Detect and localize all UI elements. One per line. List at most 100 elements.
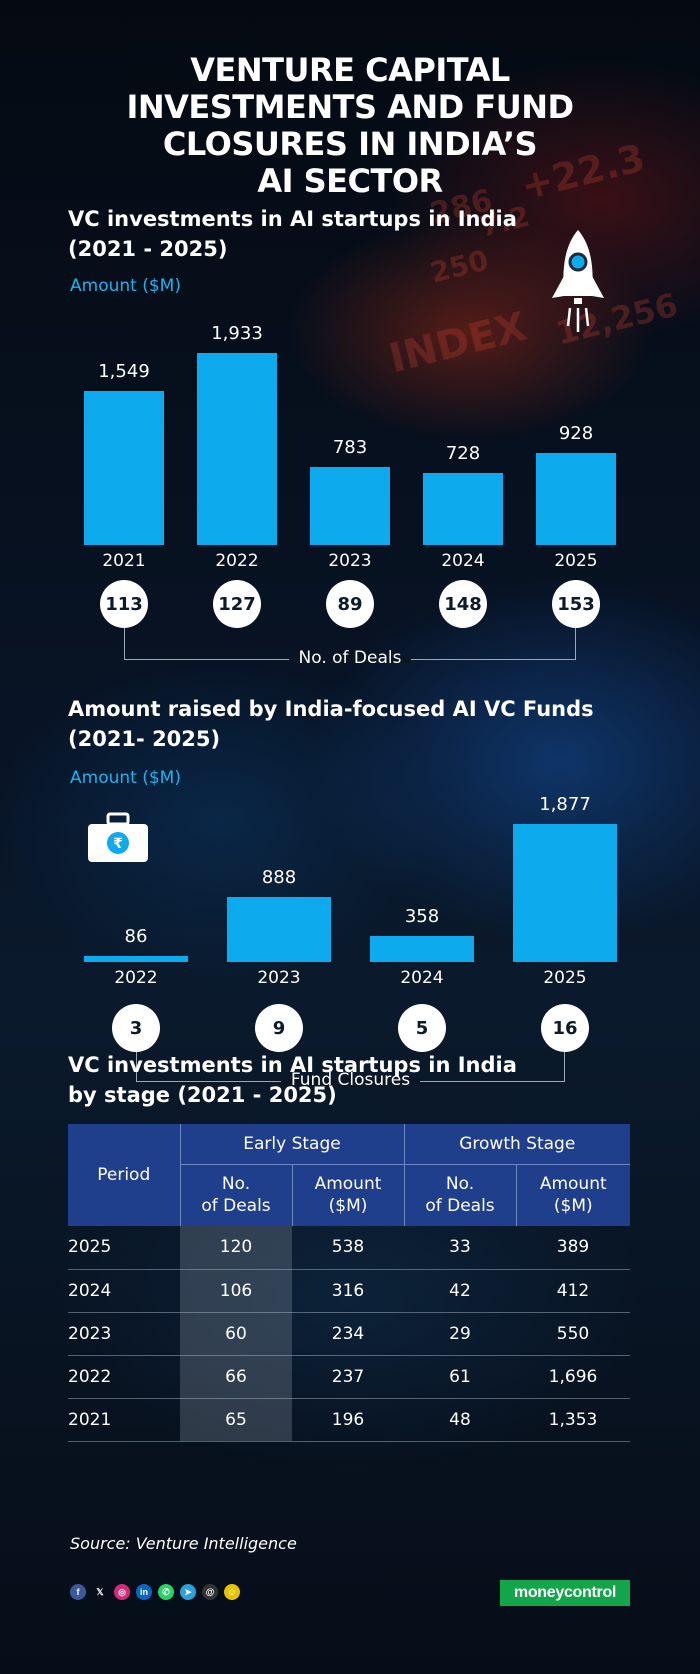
source-note: Source: Venture Intelligence xyxy=(70,1534,297,1553)
bar-value-label: 928 xyxy=(558,422,594,444)
table-cell: 42 xyxy=(404,1269,516,1313)
chart1-title-line: (2021 - 2025) xyxy=(68,237,228,261)
category-label: 2022 xyxy=(215,551,259,571)
table-cell: 550 xyxy=(516,1312,630,1356)
table-cell: 120 xyxy=(180,1226,292,1270)
table-subheader-line: No. xyxy=(445,1174,475,1195)
table-cell: 33 xyxy=(404,1226,516,1270)
table-row: 2023 60 234 29 550 xyxy=(68,1312,630,1356)
table-cell: 106 xyxy=(180,1269,292,1313)
bar-value-label: 86 xyxy=(124,925,148,947)
bar-value-label: 1,933 xyxy=(211,323,263,344)
threads-icon[interactable]: @ xyxy=(202,1584,218,1600)
table-subheader: Amount ($M) xyxy=(515,1163,630,1226)
table-cell: 389 xyxy=(516,1226,630,1270)
snapchat-icon[interactable]: ☺ xyxy=(224,1584,240,1600)
table-cell: 66 xyxy=(180,1355,292,1399)
main-title-line: AI SECTOR xyxy=(257,162,443,200)
bar xyxy=(197,353,277,545)
table-cell: 48 xyxy=(404,1398,516,1442)
bar-value-label: 783 xyxy=(332,437,368,459)
chart1-title: VC investments in AI startups in India (… xyxy=(68,204,517,264)
whatsapp-icon[interactable]: ✆ xyxy=(158,1584,174,1600)
main-title-line: CLOSURES IN INDIA’S xyxy=(162,125,538,163)
table-cell: 316 xyxy=(292,1269,404,1313)
count-badge: 89 xyxy=(326,580,374,628)
table-cell: 1,353 xyxy=(516,1398,630,1442)
main-title-line: VENTURE CAPITAL xyxy=(190,51,510,89)
bar xyxy=(513,824,617,962)
table-subheader-line: ($M) xyxy=(328,1196,368,1217)
table-subheader-line: ($M) xyxy=(553,1196,593,1217)
table-title: VC investments in AI startups in India b… xyxy=(68,1050,517,1110)
rocket-icon xyxy=(552,230,604,332)
table-header-early-stage: Early Stage xyxy=(179,1124,404,1164)
x-icon[interactable]: 𝕏 xyxy=(96,1586,104,1597)
table-header-period: Period xyxy=(68,1124,180,1226)
chart2-ylabel: Amount ($M) xyxy=(70,768,181,788)
table-row: 2025 120 538 33 389 xyxy=(68,1226,630,1270)
bar xyxy=(310,467,390,545)
table-subheader-line: Amount xyxy=(314,1174,382,1195)
bar-value-label: 1,877 xyxy=(539,794,591,815)
table-cell: 237 xyxy=(292,1355,404,1399)
count-badge: 9 xyxy=(255,1004,303,1052)
table-title-line: VC investments in AI startups in India xyxy=(68,1053,517,1077)
table-cell: 29 xyxy=(404,1312,516,1356)
bar-value-label: 888 xyxy=(261,866,297,888)
count-badge: 16 xyxy=(541,1004,589,1052)
counts-label: Fund Closures xyxy=(290,1070,411,1090)
telegram-icon[interactable]: ➤ xyxy=(180,1584,196,1600)
table-cell-period: 2022 xyxy=(68,1355,180,1399)
counts-bracket-gap xyxy=(280,1079,421,1085)
bar xyxy=(84,391,164,545)
bar xyxy=(227,896,331,962)
chart1-ylabel: Amount ($M) xyxy=(70,276,181,296)
count-badge: 153 xyxy=(552,580,600,628)
instagram-icon[interactable]: ◎ xyxy=(114,1584,130,1600)
table-cell-period: 2025 xyxy=(68,1226,180,1270)
main-title: VENTURE CAPITAL INVESTMENTS AND FUND CLO… xyxy=(0,52,700,200)
category-label: 2025 xyxy=(543,968,587,988)
table-subheader: Amount ($M) xyxy=(291,1163,404,1226)
table-cell: 196 xyxy=(292,1398,404,1442)
counts-label: No. of Deals xyxy=(298,648,402,668)
facebook-icon[interactable]: f xyxy=(70,1584,86,1600)
count-badge: 127 xyxy=(213,580,261,628)
bar-value-label: 358 xyxy=(404,905,440,927)
table-subheader: No. of Deals xyxy=(403,1163,516,1226)
brand-logo[interactable]: moneycontrol xyxy=(500,1580,630,1606)
table-cell: 1,696 xyxy=(516,1355,630,1399)
chart1-title-line: VC investments in AI startups in India xyxy=(68,207,517,231)
table-cell: 234 xyxy=(292,1312,404,1356)
table-cell-period: 2021 xyxy=(68,1398,180,1442)
table-row: 2021 65 196 48 1,353 xyxy=(68,1398,630,1442)
table-header-growth-stage: Growth Stage xyxy=(403,1124,630,1164)
bar xyxy=(370,935,474,962)
table-row: 2022 66 237 61 1,696 xyxy=(68,1355,630,1399)
chart2-title: Amount raised by India-focused AI VC Fun… xyxy=(68,694,594,754)
bar xyxy=(84,955,188,962)
category-label: 2023 xyxy=(257,968,301,988)
category-label: 2021 xyxy=(102,551,146,571)
table-cell: 61 xyxy=(404,1355,516,1399)
category-label: 2023 xyxy=(328,551,372,571)
category-label: 2022 xyxy=(114,968,158,988)
bar-value-label: 728 xyxy=(445,442,481,464)
counts-bracket-gap xyxy=(288,657,412,663)
category-label: 2024 xyxy=(400,968,444,988)
linkedin-icon[interactable]: in xyxy=(136,1584,152,1600)
main-title-line: INVESTMENTS AND FUND xyxy=(126,88,574,126)
table-cell: 60 xyxy=(180,1312,292,1356)
table-cell-period: 2024 xyxy=(68,1269,180,1313)
bar xyxy=(536,452,616,545)
count-badge: 113 xyxy=(100,580,148,628)
count-badge: 148 xyxy=(439,580,487,628)
chart2-title-line: Amount raised by India-focused AI VC Fun… xyxy=(68,697,594,721)
count-badge: 5 xyxy=(398,1004,446,1052)
table-cell: 412 xyxy=(516,1269,630,1313)
bar-value-label: 1,549 xyxy=(98,361,150,383)
table-title-line: by stage (2021 - 2025) xyxy=(68,1083,337,1107)
bar xyxy=(423,472,503,545)
table-cell: 65 xyxy=(180,1398,292,1442)
